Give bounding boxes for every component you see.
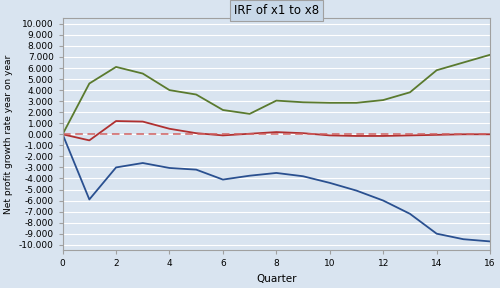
X-axis label: Quarter: Quarter xyxy=(256,274,296,284)
Y-axis label: Net profit growth rate year on year: Net profit growth rate year on year xyxy=(4,55,13,214)
Title: IRF of x1 to x8: IRF of x1 to x8 xyxy=(234,4,319,17)
